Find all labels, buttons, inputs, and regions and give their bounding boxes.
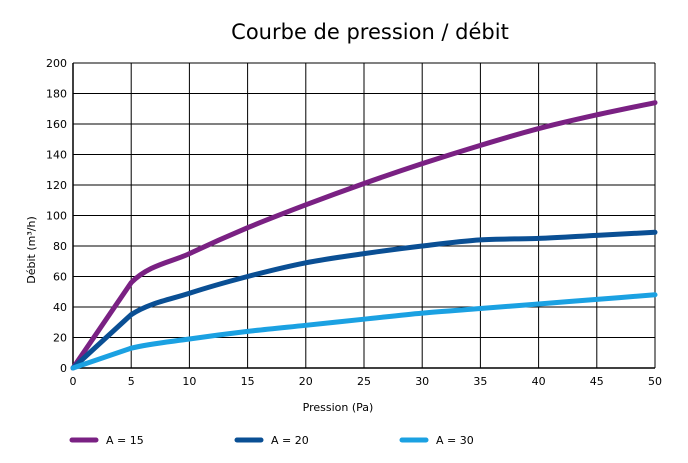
legend-label: A = 30 — [436, 434, 474, 447]
axes — [72, 63, 655, 369]
y-tick-label: 180 — [46, 88, 67, 101]
legend: A = 15 A = 20 A = 30 — [69, 434, 474, 447]
y-tick-label: 120 — [46, 179, 67, 192]
series-line-1 — [70, 100, 658, 371]
x-tick-label: 50 — [648, 375, 662, 388]
y-tick-label: 60 — [53, 271, 67, 284]
x-axis-title: Pression (Pa) — [303, 401, 374, 414]
x-tick-label: 45 — [590, 375, 604, 388]
legend-label: A = 15 — [106, 434, 144, 447]
x-tick-label: 35 — [473, 375, 487, 388]
x-tick-label: 10 — [182, 375, 196, 388]
x-tick-label: 5 — [128, 375, 135, 388]
y-tick-label: 80 — [53, 240, 67, 253]
legend-label: A = 20 — [271, 434, 309, 447]
x-tick-label: 25 — [357, 375, 371, 388]
y-tick-label: 40 — [53, 301, 67, 314]
series-lines — [70, 100, 658, 371]
y-axis-title: Débit (m³/h) — [25, 216, 38, 283]
x-tick-label: 0 — [70, 375, 77, 388]
x-tick-label: 20 — [299, 375, 313, 388]
y-tick-label: 20 — [53, 332, 67, 345]
x-tick-label: 30 — [415, 375, 429, 388]
y-tick-label: 0 — [60, 362, 67, 375]
x-tick-label: 40 — [532, 375, 546, 388]
y-tick-label: 100 — [46, 210, 67, 223]
series-line-2 — [70, 229, 658, 371]
x-tick-label: 15 — [241, 375, 255, 388]
y-tick-label: 140 — [46, 149, 67, 162]
y-tick-label: 200 — [46, 57, 67, 70]
y-tick-label: 160 — [46, 118, 67, 131]
grid — [72, 62, 656, 369]
chart-title: Courbe de pression / débit — [231, 20, 509, 44]
series-line-3 — [70, 292, 658, 371]
tick-labels: 0 5 10 15 20 25 30 35 40 45 50 0 20 40 60 80 100 120 140 16… — [46, 57, 662, 388]
